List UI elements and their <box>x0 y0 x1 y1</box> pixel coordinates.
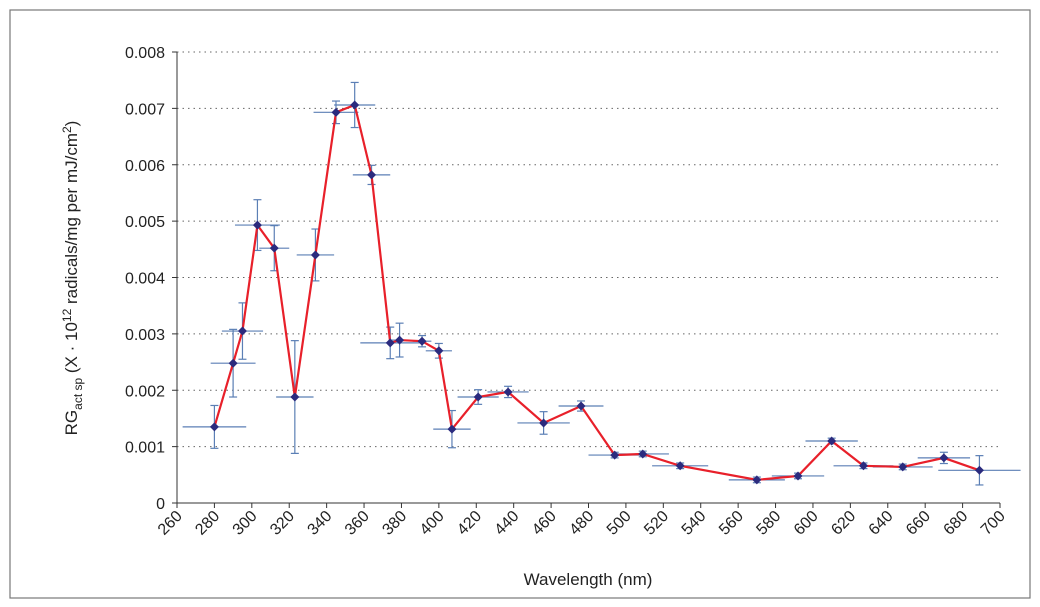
y-tick-label: 0 <box>156 496 165 513</box>
y-tick-label: 0.008 <box>125 45 165 62</box>
x-tick-label: 420 <box>454 508 485 539</box>
y-tick-label: 0.005 <box>125 214 165 231</box>
x-tick-label: 500 <box>604 508 635 539</box>
point <box>675 461 685 471</box>
x-tick-label: 560 <box>716 508 747 539</box>
x-tick-label: 380 <box>379 508 410 539</box>
point <box>576 401 586 411</box>
x-tick-label: 360 <box>342 508 373 539</box>
x-tick-label: 660 <box>903 508 934 539</box>
point <box>447 424 457 434</box>
x-tick-label: 480 <box>566 508 597 539</box>
point <box>252 220 262 230</box>
point <box>417 336 427 346</box>
x-tick-label: 400 <box>417 508 448 539</box>
x-tick-label: 520 <box>641 508 672 539</box>
y-title-part: (X · 10 <box>62 322 81 378</box>
x-tick-label: 680 <box>941 508 972 539</box>
y-title-part: RG <box>62 410 81 436</box>
y-axis-title: RGact sp (X · 1012 radicals/mg per mJ/cm… <box>60 121 85 436</box>
point <box>503 387 513 397</box>
point <box>898 462 908 472</box>
y-tick-label: 0.006 <box>125 158 165 175</box>
y-title-part: ) <box>62 121 81 127</box>
y-tick-label: 0.002 <box>125 383 165 400</box>
x-tick-label: 600 <box>791 508 822 539</box>
point <box>793 471 803 481</box>
x-tick-label: 340 <box>305 508 336 539</box>
point <box>367 170 377 180</box>
x-tick-label: 540 <box>679 508 710 539</box>
x-tick-label: 280 <box>192 508 223 539</box>
x-tick-label: 700 <box>978 508 1009 539</box>
point <box>434 346 444 356</box>
point <box>752 475 762 485</box>
y-tick-label: 0.007 <box>125 101 165 118</box>
point <box>269 243 279 253</box>
point <box>638 449 648 459</box>
point <box>610 450 620 460</box>
series-line <box>213 103 980 481</box>
y-tick-label: 0.003 <box>125 327 165 344</box>
y-title-sup: 2 <box>60 126 74 133</box>
point <box>350 100 360 110</box>
y-title-part: radicals/mg per mJ/cm <box>62 133 81 309</box>
point <box>209 422 219 432</box>
x-tick-label: 300 <box>230 508 261 539</box>
point <box>473 392 483 402</box>
y-tick-label: 0.001 <box>125 440 165 457</box>
x-axis-title: Wavelength (nm) <box>524 570 653 589</box>
point <box>395 335 405 345</box>
x-tick-label: 440 <box>492 508 523 539</box>
x-tick-label: 620 <box>828 508 859 539</box>
point <box>331 107 341 117</box>
x-tick-label: 320 <box>267 508 298 539</box>
point <box>385 338 395 348</box>
point <box>974 465 984 475</box>
point <box>939 453 949 463</box>
point <box>858 461 868 471</box>
frame <box>9 9 1031 599</box>
x-tick-label: 460 <box>529 508 560 539</box>
x-tick-label: 640 <box>866 508 897 539</box>
point <box>827 436 837 446</box>
point <box>539 418 549 428</box>
y-title-sup: 12 <box>60 308 74 322</box>
point <box>237 326 247 336</box>
x-tick-label: 580 <box>753 508 784 539</box>
y-tick-label: 0.004 <box>125 271 165 288</box>
point <box>310 250 320 260</box>
point <box>228 358 238 368</box>
point <box>290 392 300 402</box>
y-title-sub: act sp <box>71 378 85 410</box>
